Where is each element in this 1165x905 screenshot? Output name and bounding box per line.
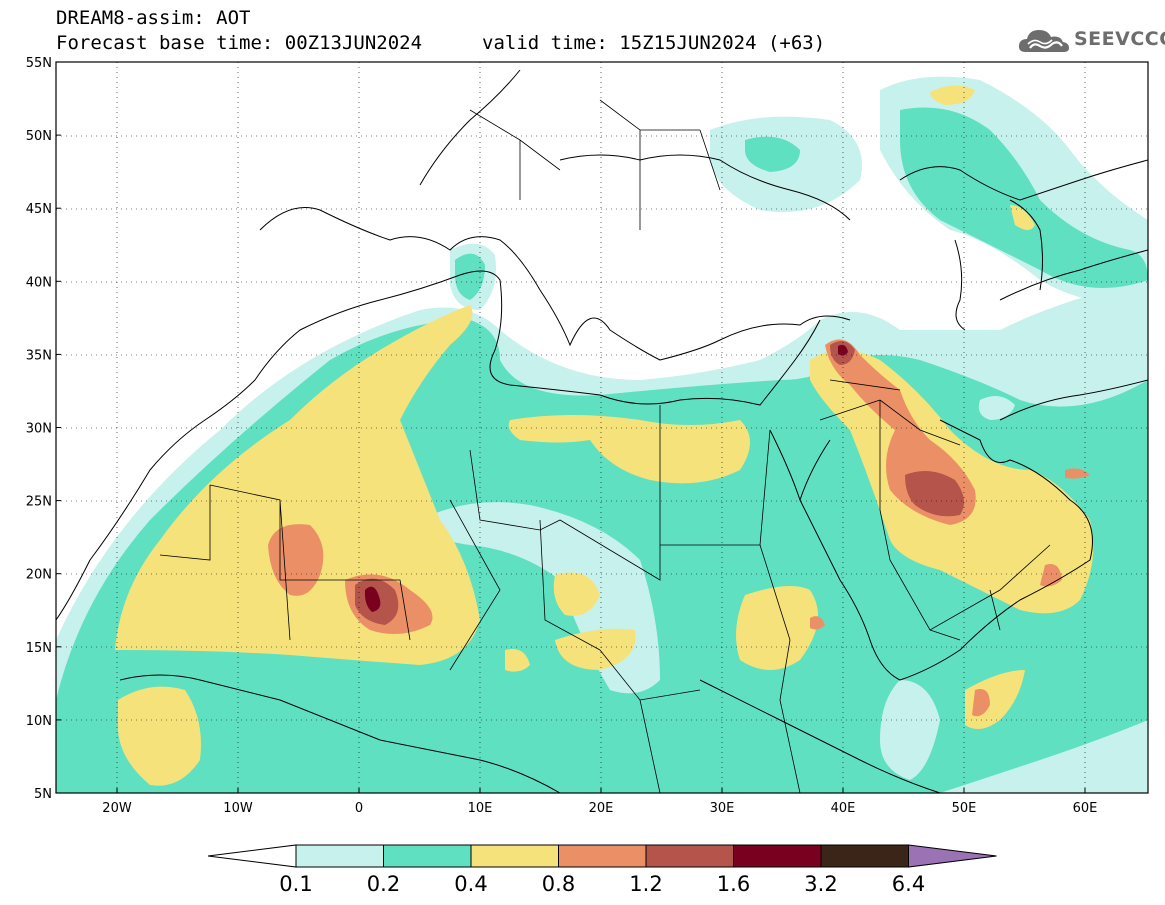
lon-tick-label: 50E [952, 801, 977, 816]
lon-tick-label: 10E [468, 801, 493, 816]
valid-time: valid time: 15Z15JUN2024 (+63) [482, 32, 826, 54]
colorbar-swatch [733, 844, 822, 868]
lat-tick-label: 15N [26, 641, 52, 656]
lat-tick-label: 55N [26, 56, 52, 71]
lat-tick-label: 45N [26, 202, 52, 217]
lon-tick-label: 20W [102, 801, 132, 816]
lon-tick-label: 60E [1073, 801, 1098, 816]
colorbar-threshold-label: 6.4 [891, 872, 926, 896]
lon-tick-label: 20E [589, 801, 614, 816]
colorbar-threshold-label: 0.2 [366, 872, 401, 896]
colorbar-swatch [820, 844, 909, 868]
lat-tick-label: 25N [26, 495, 52, 510]
colorbar-under-triangle [207, 844, 297, 868]
lat-tick-label: 40N [26, 275, 52, 290]
colorbar-swatch [295, 844, 384, 868]
colorbar-swatch [645, 844, 734, 868]
lat-tick-label: 20N [26, 568, 52, 583]
lon-tick-label: 40E [831, 801, 856, 816]
colorbar-threshold-label: 0.4 [454, 872, 488, 896]
latitude-labels: 55N 50N 45N 40N 35N 30N 25N 20N 15N 10N 5N [26, 56, 61, 802]
colorbar-swatch [558, 844, 647, 868]
longitude-labels: 20W 10W 0 10E 20E 30E 40E 50E 60E [102, 788, 1097, 816]
logo-text: SEEVCCC [1074, 28, 1165, 50]
colorbar-over-triangle [908, 844, 997, 868]
country-borders [159, 99, 1051, 793]
lat-tick-label: 50N [26, 129, 52, 144]
lon-tick-label: 0 [355, 801, 363, 816]
colorbar-swatch [383, 844, 472, 868]
lon-tick-label: 30E [710, 801, 735, 816]
colorbar-threshold-label: 3.2 [804, 872, 838, 896]
coastlines [56, 69, 1148, 793]
colorbar-threshold-label: 0.8 [541, 872, 576, 896]
colorbar-threshold-label: 0.1 [279, 872, 313, 896]
lat-tick-label: 30N [26, 422, 52, 437]
seevccc-logo: SEEVCCC [1016, 22, 1165, 58]
colorbar-threshold-label: 1.2 [629, 872, 663, 896]
cloud-icon [1018, 30, 1069, 52]
colorbar [207, 844, 997, 868]
lat-tick-label: 5N [34, 787, 52, 802]
chart-title: DREAM8-assim: AOT [56, 7, 251, 29]
colorbar-threshold-label: 1.6 [716, 872, 751, 896]
aot-field [56, 76, 1148, 793]
lon-tick-label: 10W [223, 801, 253, 816]
gridlines [56, 62, 1148, 793]
lat-tick-label: 35N [26, 348, 52, 363]
forecast-base-time: Forecast base time: 00Z13JUN2024 [56, 32, 423, 54]
colorbar-swatch [470, 844, 559, 868]
lat-tick-label: 10N [26, 714, 52, 729]
